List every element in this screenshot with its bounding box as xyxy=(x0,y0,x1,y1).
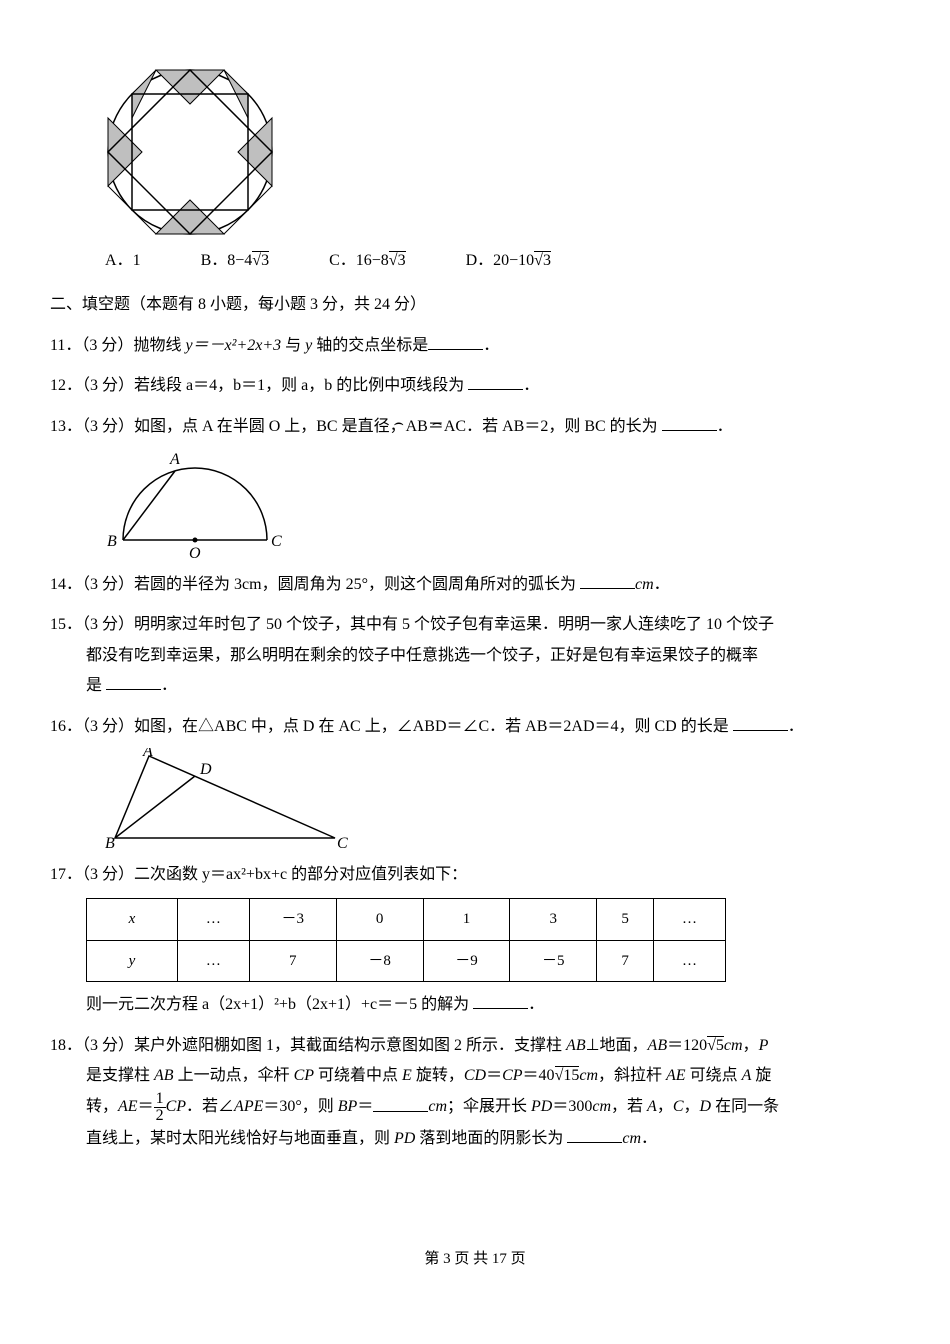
q11-blank xyxy=(428,333,483,350)
opt-a-val: 1 xyxy=(133,252,141,269)
section2-header: 二、填空题（本题有 8 小题，每小题 3 分，共 24 分） xyxy=(50,290,900,320)
q12-blank xyxy=(468,373,523,390)
q18: 18．（3 分）某户外遮阳棚如图 1，其截面结构示意图如图 2 所示．支撑柱 A… xyxy=(86,1031,900,1061)
svg-text:C: C xyxy=(337,835,348,850)
svg-text:A: A xyxy=(142,748,153,760)
q18-blank1 xyxy=(373,1095,428,1112)
svg-text:A: A xyxy=(169,451,180,468)
q18-line2: 是支撑柱 AB 上一动点，伞杆 CP 可绕着中点 E 旋转，CD＝CP＝40√1… xyxy=(86,1061,900,1091)
q13-blank xyxy=(662,414,717,431)
q18-line4: 直线上，某时太阳光线恰好与地面垂直，则 PD 落到地面的阴影长为 cm． xyxy=(86,1124,900,1154)
svg-text:B: B xyxy=(107,533,117,550)
q13-figure: A B C O xyxy=(105,448,900,560)
page-footer: 第 3 页 共 17 页 xyxy=(50,1245,900,1274)
q15-blank xyxy=(106,673,161,690)
option-c: C．16−8√3 xyxy=(329,246,406,276)
q15-line3: 是 ． xyxy=(86,671,900,701)
q17-table: x … －3 0 1 3 5 … y … 7 －8 －9 －5 7 … xyxy=(86,898,726,982)
table-row: x … －3 0 1 3 5 … xyxy=(87,899,726,941)
svg-text:C: C xyxy=(271,533,282,550)
q16: 16．（3 分）如图，在△ABC 中，点 D 在 AC 上，∠ABD＝∠C．若 … xyxy=(86,712,900,742)
q10-figure xyxy=(105,66,900,238)
option-d: D．20−10√3 xyxy=(466,246,551,276)
q18-blank2 xyxy=(567,1126,622,1143)
q11: 11．（3 分）抛物线 y＝－x²+2x+3 与 y 轴的交点坐标是． xyxy=(86,331,900,361)
q17-after: 则一元二次方程 a（2x+1）²+b（2x+1）+c＝－5 的解为 ． xyxy=(86,990,900,1020)
option-b: B．8−4√3 xyxy=(201,246,270,276)
q12: 12．（3 分）若线段 a＝4，b＝1，则 a，b 的比例中项线段为 ． xyxy=(86,371,900,401)
q14: 14．（3 分）若圆的半径为 3cm，圆周角为 25°，则这个圆周角所对的弧长为… xyxy=(86,570,900,600)
q17: 17．（3 分）二次函数 y＝ax²+bx+c 的部分对应值列表如下： xyxy=(86,860,900,890)
svg-text:B: B xyxy=(105,835,115,850)
q10-options: A．1 B．8−4√3 C．16−8√3 D．20−10√3 xyxy=(105,246,900,276)
svg-text:O: O xyxy=(189,545,201,560)
q18-line3: 转，AE＝12CP．若∠APE＝30°，则 BP＝cm；伞展开长 PD＝300c… xyxy=(86,1091,900,1124)
q16-figure: A B C D xyxy=(105,748,900,850)
table-row: y … 7 －8 －9 －5 7 … xyxy=(87,940,726,982)
q15: 15．（3 分）明明家过年时包了 50 个饺子，其中有 5 个饺子包有幸运果．明… xyxy=(86,610,900,640)
q14-blank xyxy=(580,572,635,589)
svg-text:D: D xyxy=(199,761,212,778)
q16-blank xyxy=(733,714,788,731)
q15-line2: 都没有吃到幸运果，那么明明在剩余的饺子中任意挑选一个饺子，正好是包有幸运果饺子的… xyxy=(86,641,900,671)
q13: 13．（3 分）如图，点 A 在半圆 O 上，BC 是直径，⌢AB＝⌢AC．若 … xyxy=(86,412,900,442)
q17-blank xyxy=(473,992,528,1009)
option-a: A．1 xyxy=(105,246,141,276)
